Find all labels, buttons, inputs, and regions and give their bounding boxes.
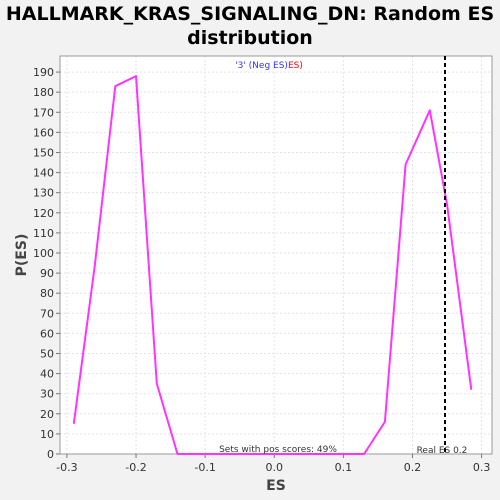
legend-neg-es: Neg ES	[252, 61, 285, 71]
y-tick-label: 150	[33, 146, 54, 159]
legend-close: )	[284, 61, 288, 71]
x-tick-label: -0.1	[194, 461, 215, 474]
y-tick-label: 20	[40, 408, 54, 421]
x-tick-label: 0.2	[404, 461, 422, 474]
y-tick-label: 180	[33, 86, 54, 99]
x-tick-label: 0.3	[473, 461, 491, 474]
y-tick-label: 60	[40, 327, 54, 340]
y-tick-label: 130	[33, 187, 54, 200]
y-tick-label: 40	[40, 368, 54, 381]
legend: '3' (Neg ES)ES)	[235, 61, 303, 71]
y-tick-label: 140	[33, 167, 54, 180]
y-tick-label: 120	[33, 207, 54, 220]
y-tick-label: 110	[33, 227, 54, 240]
y-tick-label: 30	[40, 388, 54, 401]
grid	[60, 56, 492, 455]
real-es-annotation: Real ES 0.2	[417, 446, 468, 456]
y-tick-label: 170	[33, 106, 54, 119]
ticks: 0 10 20 30 40 50 60 70 80 90 100 110 120 130 140 150 160…	[33, 66, 490, 474]
pos-scores-annotation: Sets with pos scores: 49%	[219, 445, 337, 455]
chart-title-line-1: HALLMARK_KRAS_SIGNALING_DN: Random ES	[5, 3, 495, 25]
x-axis-label: ES	[266, 478, 286, 494]
y-tick-label: 190	[33, 66, 54, 79]
y-tick-label: 100	[33, 247, 54, 260]
x-tick-label: 0.0	[266, 461, 284, 474]
plot-area	[60, 56, 492, 454]
y-tick-label: 10	[40, 428, 54, 441]
chart-title: HALLMARK_KRAS_SIGNALING_DN: Random ES di…	[0, 2, 500, 50]
y-tick-label: 0	[47, 448, 54, 461]
y-tick-label: 70	[40, 307, 54, 320]
x-tick-label: -0.3	[56, 461, 77, 474]
es-distribution-line	[72, 75, 473, 455]
y-tick-label: 80	[40, 287, 54, 300]
legend-quote: '3' (	[235, 61, 252, 71]
x-tick-label: 0.1	[335, 461, 353, 474]
legend-es: ES)	[288, 61, 303, 71]
y-tick-label: 50	[40, 347, 54, 360]
chart-title-line-2: distribution	[187, 27, 313, 49]
y-tick-label: 90	[40, 267, 54, 280]
x-tick-label: -0.2	[125, 461, 146, 474]
series-group	[72, 75, 473, 455]
y-axis-label: P(ES)	[14, 234, 30, 277]
y-tick-label: 160	[33, 126, 54, 139]
